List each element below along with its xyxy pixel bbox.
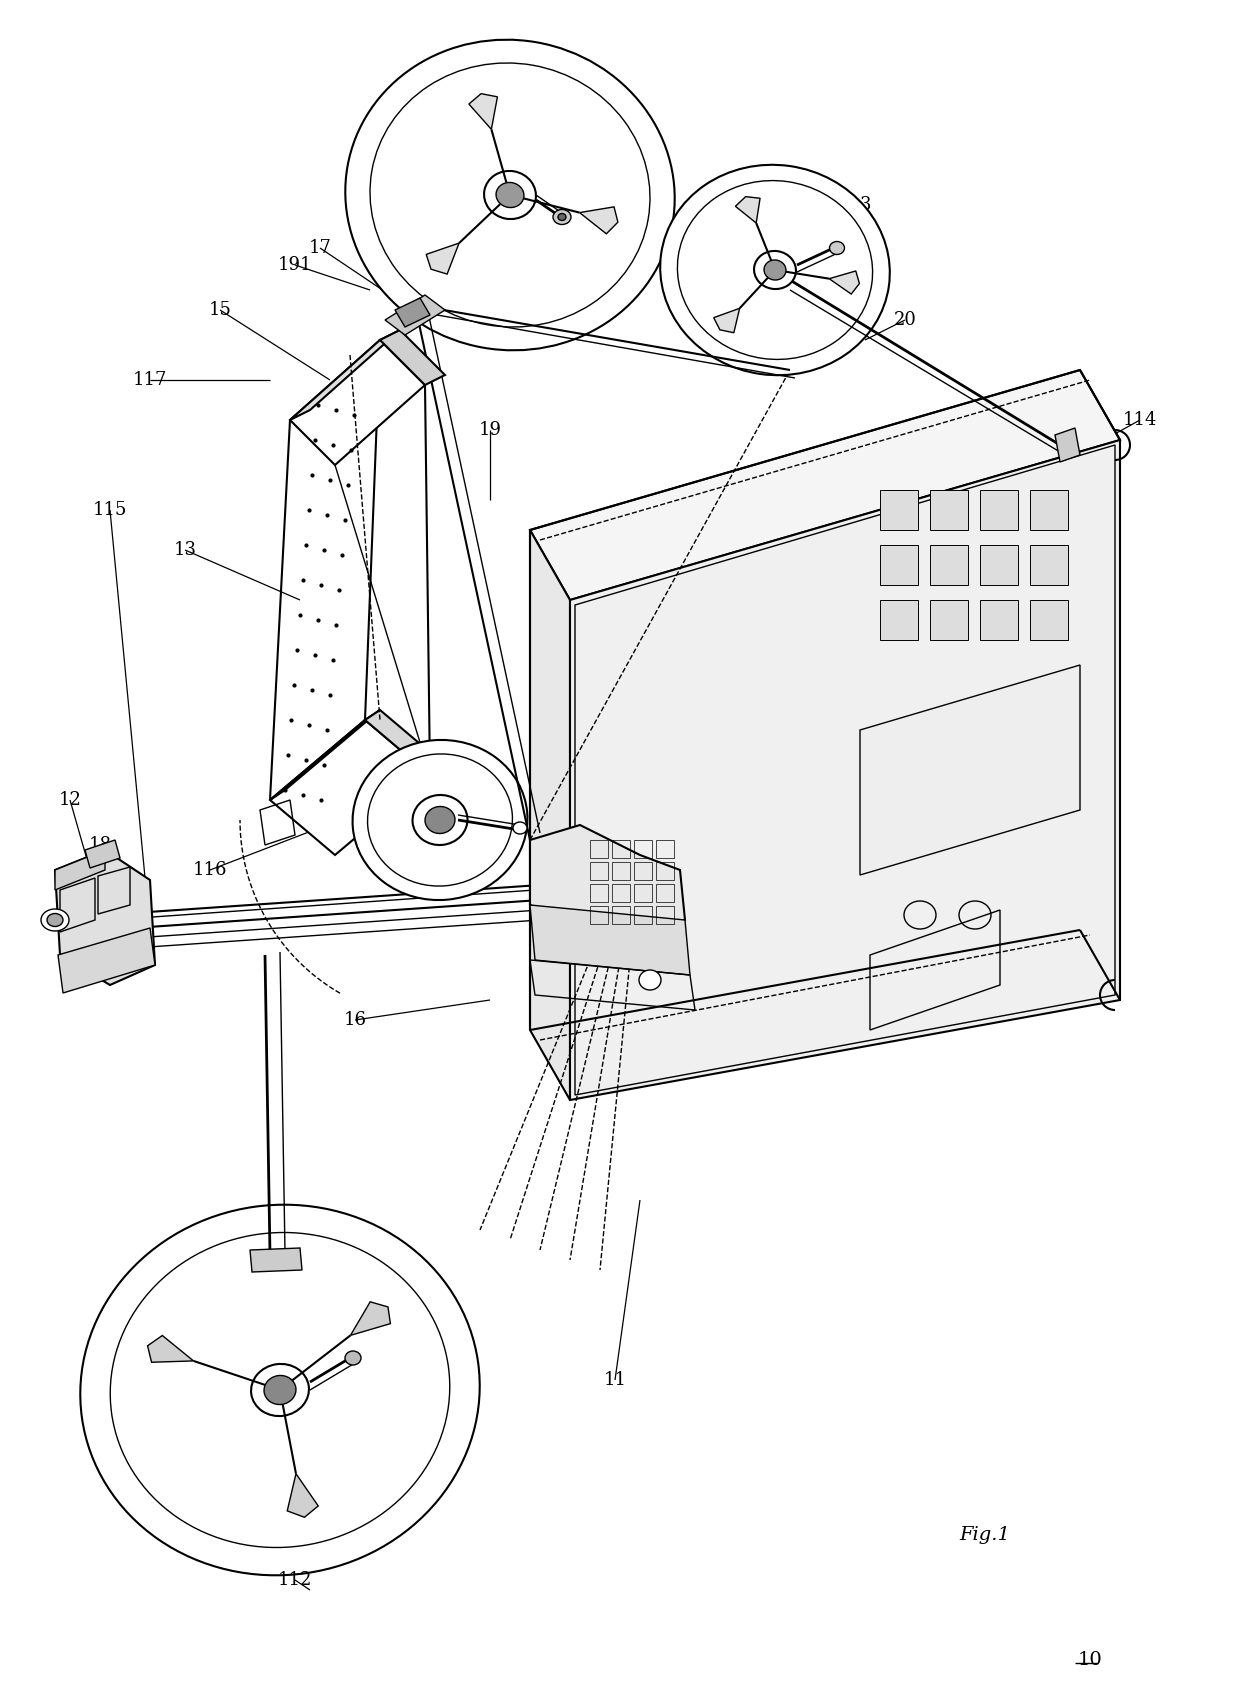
Ellipse shape [830,242,844,255]
Polygon shape [270,720,430,854]
Polygon shape [290,330,401,420]
Ellipse shape [553,209,570,225]
Polygon shape [58,928,155,992]
Ellipse shape [345,1351,361,1365]
Text: 113: 113 [838,196,872,214]
Text: 11: 11 [604,1372,626,1389]
Polygon shape [250,1248,303,1271]
Text: 20: 20 [894,311,916,328]
Ellipse shape [558,213,565,221]
Ellipse shape [425,807,455,834]
Polygon shape [735,197,760,223]
Text: 191: 191 [278,255,312,274]
Text: 117: 117 [133,371,167,390]
Ellipse shape [660,165,890,374]
Text: 13: 13 [174,541,196,558]
Text: 16: 16 [343,1011,367,1030]
Polygon shape [529,825,684,940]
Text: 12: 12 [58,791,82,808]
Polygon shape [880,490,918,529]
Polygon shape [270,710,379,800]
Ellipse shape [496,182,525,208]
Polygon shape [830,271,859,294]
Polygon shape [379,330,445,385]
Polygon shape [365,710,445,774]
Ellipse shape [413,795,467,844]
Text: 17: 17 [309,238,331,257]
Ellipse shape [639,970,661,991]
Polygon shape [930,545,968,585]
Ellipse shape [754,250,796,289]
Polygon shape [930,601,968,640]
Ellipse shape [41,909,69,931]
Text: 116: 116 [192,861,227,878]
Text: 111: 111 [1033,972,1068,989]
Polygon shape [1030,601,1068,640]
Polygon shape [1030,545,1068,585]
Polygon shape [148,1336,193,1362]
Polygon shape [396,298,430,327]
Polygon shape [570,441,1120,1099]
Polygon shape [529,905,689,975]
Polygon shape [529,369,1120,601]
Polygon shape [55,849,105,890]
Polygon shape [288,1474,319,1516]
Polygon shape [880,601,918,640]
Ellipse shape [513,822,527,834]
Ellipse shape [264,1375,296,1404]
Polygon shape [980,490,1018,529]
Polygon shape [529,529,570,1099]
Polygon shape [1055,427,1080,461]
Ellipse shape [764,260,786,281]
Polygon shape [384,294,445,335]
Ellipse shape [345,39,675,351]
Polygon shape [861,665,1080,875]
Polygon shape [290,340,425,465]
Polygon shape [579,208,618,233]
Ellipse shape [81,1205,480,1576]
Polygon shape [351,1302,391,1336]
Ellipse shape [352,740,527,900]
Ellipse shape [484,170,536,220]
Text: Fig.1: Fig.1 [960,1527,1011,1544]
Text: 112: 112 [278,1571,312,1590]
Polygon shape [469,94,497,129]
Polygon shape [880,545,918,585]
Text: 15: 15 [208,301,232,318]
Polygon shape [1030,490,1068,529]
Polygon shape [714,308,739,334]
Text: 115: 115 [93,500,128,519]
Text: 19: 19 [479,420,501,439]
Text: 18: 18 [88,836,112,854]
Polygon shape [86,841,120,868]
Polygon shape [55,849,155,985]
Text: 114: 114 [1122,410,1157,429]
Ellipse shape [250,1363,309,1416]
Polygon shape [980,601,1018,640]
Polygon shape [427,243,459,274]
Text: 14: 14 [398,745,422,764]
Ellipse shape [47,914,63,926]
Text: 10: 10 [1078,1651,1102,1670]
Text: 113: 113 [523,51,557,70]
Polygon shape [980,545,1018,585]
Polygon shape [930,490,968,529]
